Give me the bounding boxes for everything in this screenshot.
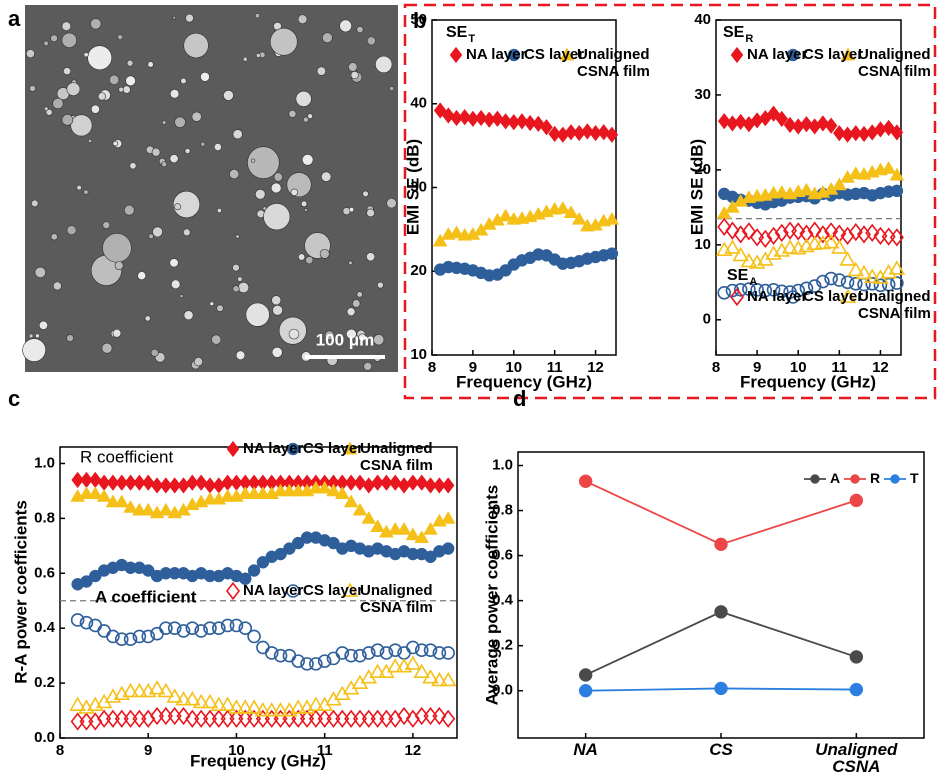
legend-label: Unaligned CSNA film — [858, 46, 940, 80]
legend-label: Unaligned CSNA film — [360, 582, 448, 616]
page: { "image": {"panel_label": "a", "scale_b… — [0, 0, 940, 774]
x-tick-label: Unaligned CSNA — [801, 741, 911, 775]
x-tick-label: CS — [666, 741, 776, 758]
x-tick-label: NA — [531, 741, 641, 758]
legend-label: Unaligned CSNA film — [360, 440, 448, 474]
overlay: NA layerCS layerUnaligned CSNA filmNA la… — [0, 0, 940, 774]
legend-label: Unaligned CSNA film — [577, 46, 665, 80]
legend-label: R — [870, 470, 890, 487]
legend-label: Unaligned CSNA film — [858, 288, 940, 322]
legend-label: A — [830, 470, 850, 487]
legend-label: T — [910, 470, 930, 487]
